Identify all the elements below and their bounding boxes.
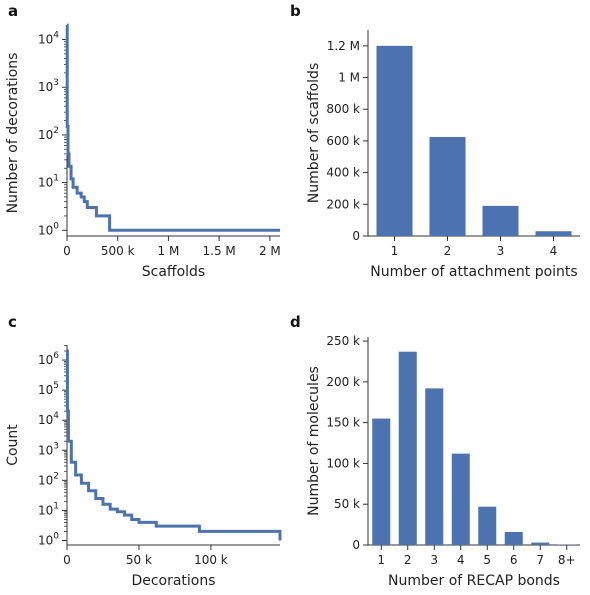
x-tick-label: 5 (483, 553, 491, 567)
x-tick-label: 100 k (194, 553, 228, 567)
x-tick-label: 500 k (101, 244, 135, 258)
x-axis-title: Decorations (131, 573, 215, 589)
y-tick-label: 100 k (326, 456, 360, 470)
x-axis-title: Number of attachment points (370, 264, 577, 280)
y-tick-label: 103 (38, 441, 59, 457)
y-tick-label: 1.2 M (327, 39, 360, 53)
x-tick-label: 2 M (259, 244, 281, 258)
panel-a: a Scaffolds Number of decorations 100 101 102… (5, 2, 281, 280)
x-tick-label: 3 (497, 244, 505, 258)
y-tick-label: 104 (38, 411, 59, 427)
y-axis-title: Number of molecules (306, 366, 322, 516)
y-tick-label: 800 k (326, 102, 360, 116)
bar-2 (398, 351, 417, 545)
series-line (65, 349, 282, 541)
y-tick-label: 104 (38, 31, 59, 47)
y-tick-label: 1 M (338, 71, 360, 85)
x-tick-label: 8+ (558, 553, 576, 567)
y-tick-label: 103 (38, 78, 59, 94)
y-axis-title: Number of decorations (5, 53, 21, 214)
panel-letter: a (8, 2, 18, 20)
y-tick-label: 50 k (334, 497, 360, 511)
bar-1 (376, 45, 413, 236)
panel-d: d Number of RECAP bonds Number of molecule… (290, 313, 580, 589)
y-tick-label: 106 (38, 351, 59, 367)
x-tick-label: 2 (444, 244, 452, 258)
series-line (65, 23, 280, 232)
x-tick-label: 1.5 M (203, 244, 236, 258)
y-tick-label: 0 (352, 538, 360, 552)
bar-1 (372, 418, 391, 545)
x-tick-label: 1 (377, 553, 385, 567)
y-tick-label: 100 (38, 221, 59, 237)
x-tick-label: 1 (391, 244, 399, 258)
y-tick-label: 101 (38, 501, 59, 517)
y-tick-label: 600 k (326, 134, 360, 148)
x-axis-title: Number of RECAP bonds (388, 573, 560, 589)
panel-letter: b (290, 2, 301, 20)
x-tick-label: 1 M (158, 244, 180, 258)
panel-c: c Decorations Count 100 101 102 103 104 105 106 0 5… (5, 313, 282, 589)
y-tick-label: 150 k (326, 416, 360, 430)
bar-3 (482, 205, 519, 236)
panel-b: b Number of attachment points Number of sc… (290, 2, 580, 280)
y-tick-label: 400 k (326, 166, 360, 180)
bar-4 (535, 231, 572, 236)
x-tick-label: 0 (63, 244, 71, 258)
bar-3 (425, 388, 444, 545)
x-axis-title: Scaffolds (142, 264, 205, 280)
y-tick-label: 0 (352, 229, 360, 243)
bar-7 (531, 542, 550, 545)
x-tick-label: 4 (550, 244, 558, 258)
panel-letter: c (8, 313, 17, 331)
y-tick-label: 100 (38, 531, 59, 547)
y-tick-label: 200 k (326, 197, 360, 211)
bar-4 (451, 453, 470, 545)
y-tick-label: 200 k (326, 375, 360, 389)
x-tick-label: 50 k (126, 553, 152, 567)
y-tick-label: 250 k (326, 334, 360, 348)
x-tick-label: 6 (510, 553, 518, 567)
x-tick-label: 4 (457, 553, 465, 567)
y-tick-label: 101 (38, 174, 59, 190)
bar-5 (478, 506, 497, 545)
panel-letter: d (290, 313, 301, 331)
x-tick-label: 0 (63, 553, 71, 567)
y-tick-label: 102 (38, 471, 59, 487)
bar-2 (429, 136, 466, 236)
x-tick-label: 3 (430, 553, 438, 567)
y-axis-title: Number of scaffolds (306, 63, 322, 204)
y-tick-label: 105 (38, 381, 59, 397)
bar-6 (504, 531, 523, 545)
y-tick-label: 102 (38, 126, 59, 142)
y-axis-title: Count (5, 424, 21, 466)
x-tick-label: 7 (536, 553, 544, 567)
x-tick-label: 2 (404, 553, 412, 567)
